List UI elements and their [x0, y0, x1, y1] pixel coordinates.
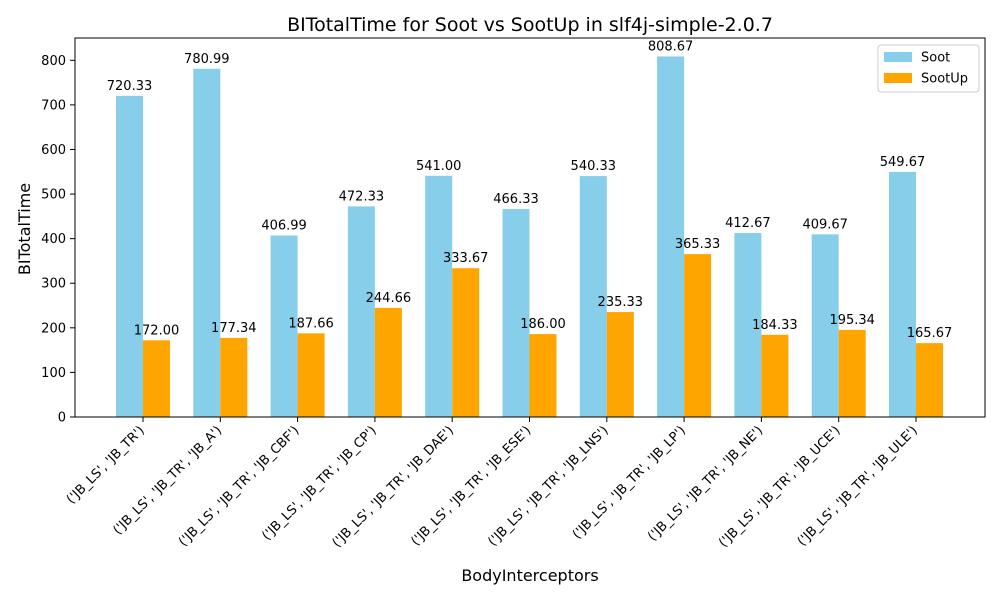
bar-label-soot-2: 406.99: [261, 219, 307, 234]
y-tick-label: 0: [58, 411, 66, 426]
bar-label-soot-7: 808.67: [648, 39, 694, 54]
y-tick-label: 600: [41, 143, 66, 158]
bar-sootup-7: [684, 254, 712, 417]
bar-sootup-6: [606, 312, 634, 417]
y-tick-label: 800: [41, 54, 66, 69]
bar-sootup-1: [220, 337, 248, 417]
x-tick-label: ('JB_LS', 'JB_TR'): [64, 423, 148, 507]
y-tick-label: 700: [41, 98, 66, 113]
bar-sootup-2: [297, 333, 325, 417]
bar-label-sootup-3: 244.66: [366, 291, 412, 306]
bar-sootup-0: [143, 340, 170, 417]
bar-soot-6: [579, 176, 607, 417]
bar-label-soot-1: 780.99: [184, 52, 230, 67]
bar-label-sootup-5: 186.00: [520, 317, 566, 332]
bar-sootup-3: [374, 307, 402, 417]
bar-label-sootup-10: 165.67: [907, 326, 953, 341]
y-tick-label: 200: [41, 321, 66, 336]
legend-swatch-soot: [884, 52, 912, 62]
bar-label-sootup-4: 333.67: [443, 251, 489, 266]
y-axis-title: BITotalTime: [15, 183, 34, 275]
bar-label-soot-3: 472.33: [339, 189, 385, 204]
bar-soot-3: [347, 206, 375, 417]
bar-label-soot-4: 541.00: [416, 159, 462, 174]
bar-label-sootup-7: 365.33: [675, 237, 721, 252]
y-tick-label: 300: [41, 277, 66, 292]
bar-sootup-4: [452, 268, 480, 417]
bar-sootup-8: [761, 334, 789, 417]
y-tick-label: 100: [41, 366, 66, 381]
y-tick-label: 400: [41, 232, 66, 247]
bar-soot-4: [425, 175, 453, 417]
bar-soot-9: [811, 234, 839, 417]
bar-label-soot-9: 409.67: [802, 217, 848, 232]
bar-label-soot-6: 540.33: [571, 159, 617, 174]
legend: Soot SootUp: [877, 44, 980, 93]
legend-label-sootup: SootUp: [921, 72, 968, 87]
chart-title: BITotalTime for Soot vs SootUp in slf4j-…: [287, 14, 773, 36]
bar-soot-8: [734, 233, 762, 417]
x-axis-title: BodyInterceptors: [461, 566, 598, 585]
bar-label-sootup-9: 195.34: [829, 313, 875, 328]
bar-soot-7: [657, 56, 685, 418]
bar-sootup-9: [838, 329, 866, 417]
bar-label-sootup-6: 235.33: [598, 295, 644, 310]
legend-swatch-sootup: [884, 73, 912, 83]
bar-label-soot-8: 412.67: [725, 216, 771, 231]
bar-sootup-10: [916, 343, 943, 417]
y-tick-label: 500: [41, 188, 66, 203]
bar-label-sootup-1: 177.34: [211, 321, 257, 336]
bar-soot-2: [270, 235, 298, 417]
bar-label-sootup-0: 172.00: [134, 323, 180, 338]
bar-label-soot-10: 549.67: [880, 155, 926, 170]
bar-label-soot-0: 720.33: [107, 79, 153, 94]
bar-soot-0: [116, 95, 143, 417]
bar-label-sootup-2: 187.66: [288, 316, 334, 331]
bar-soot-10: [889, 171, 916, 417]
bar-soot-1: [193, 68, 221, 418]
bar-label-sootup-8: 184.33: [752, 318, 798, 333]
bar-soot-5: [502, 209, 530, 417]
bars-layer: [116, 56, 943, 418]
bar-labels-layer: 720.33 780.99 406.99 472.33 541.00 466.33 540.…: [107, 39, 953, 341]
bar-sootup-5: [529, 334, 557, 417]
bar-label-soot-5: 466.33: [493, 192, 539, 207]
legend-label-soot: Soot: [921, 51, 950, 66]
